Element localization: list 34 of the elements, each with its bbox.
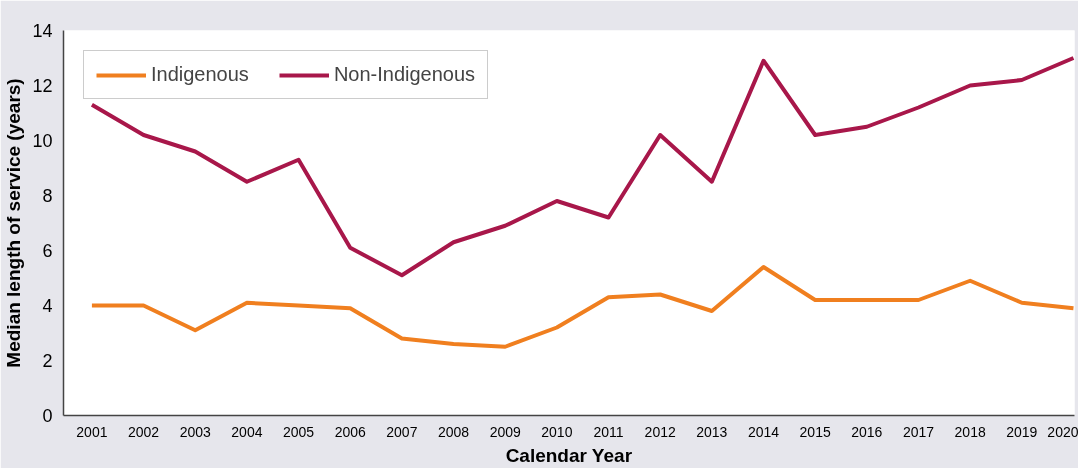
y-axis-title: Median length of service (years) — [3, 78, 25, 368]
x-axis-title: Calendar Year — [505, 444, 633, 466]
x-tick-label: 2015 — [799, 423, 831, 440]
y-tick-label: 10 — [32, 131, 53, 151]
x-tick-label: 2009 — [489, 423, 521, 440]
x-tick-label: 2014 — [747, 423, 780, 440]
x-tick-label: 2013 — [696, 423, 728, 440]
x-tick-label: 2017 — [902, 423, 935, 440]
x-tick-label: 2012 — [644, 423, 676, 440]
y-tick-label: 8 — [42, 186, 53, 206]
x-tick-label: 2011 — [593, 423, 624, 440]
y-tick-label: 4 — [42, 296, 53, 316]
x-tick-label: 2019 — [1006, 423, 1038, 440]
x-tick-label: 2003 — [179, 423, 212, 440]
x-tick-label: 2004 — [231, 423, 263, 440]
x-tick-label: 2020 — [1047, 423, 1078, 440]
x-tick-label: 2008 — [437, 423, 470, 440]
y-tick-label: 14 — [32, 21, 53, 41]
x-tick-label: 2016 — [851, 423, 883, 440]
line-series — [89, 56, 1075, 278]
y-tick-label: 0 — [42, 406, 53, 426]
x-tick-label: 2002 — [128, 423, 160, 440]
legend-label: Indigenous — [151, 63, 249, 86]
x-tick-label: 2018 — [954, 423, 986, 440]
x-tick-label: 2005 — [282, 423, 315, 440]
x-tick-label: 2007 — [386, 423, 418, 440]
x-tick-label: 2006 — [334, 423, 366, 440]
x-tick-label: 2010 — [541, 423, 573, 440]
y-tick-label: 12 — [32, 76, 53, 96]
x-tick-label: 2001 — [76, 423, 108, 440]
line-series — [89, 265, 1075, 349]
y-tick-label: 6 — [42, 241, 53, 261]
y-tick-label: 2 — [42, 351, 53, 371]
legend-label: Non-Indigenous — [333, 63, 476, 86]
